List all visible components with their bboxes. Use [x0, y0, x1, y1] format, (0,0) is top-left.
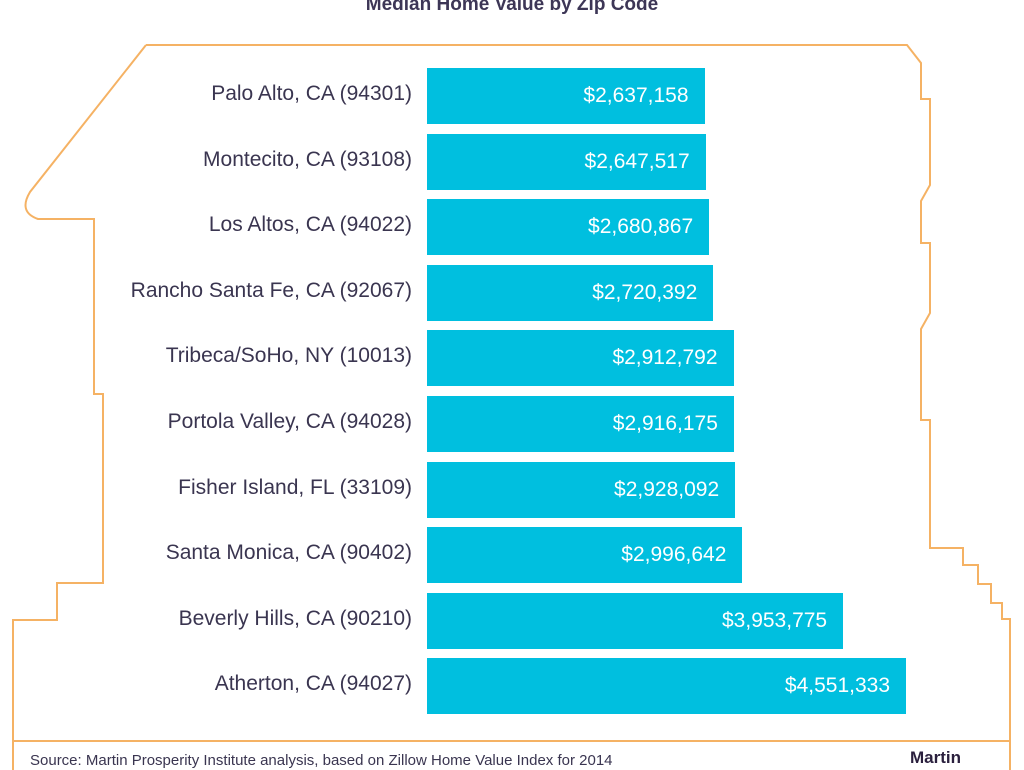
category-label: Santa Monica, CA (90402) [165, 541, 412, 565]
data-label: $2,916,175 [612, 412, 718, 435]
data-label: $3,953,775 [722, 608, 828, 632]
data-label: $2,680,867 [588, 215, 694, 239]
data-label: $2,928,092 [614, 477, 720, 501]
data-label: $2,996,642 [621, 543, 727, 567]
bar: $2,916,175 [427, 396, 734, 452]
data-label: $2,637,158 [583, 84, 689, 107]
bar: $2,647,517 [427, 133, 706, 190]
bar: $4,551,333 [427, 658, 906, 715]
category-label: Beverly Hills, CA (90210) [178, 606, 412, 630]
bar: $2,928,092 [427, 461, 736, 518]
category-label: Fisher Island, FL (33109) [178, 475, 412, 499]
source-note: Source: Martin Prosperity Institute anal… [30, 752, 613, 769]
category-label: Los Altos, CA (94022) [208, 213, 412, 237]
bar: $3,953,775 [427, 592, 844, 649]
data-label: $2,720,392 [592, 280, 698, 304]
logo: Martin [910, 748, 961, 767]
bar: $2,637,158 [427, 68, 705, 124]
category-label: Portola Valley, CA (94028) [167, 410, 412, 433]
bar: $2,680,867 [427, 199, 710, 256]
bar: $2,996,642 [427, 527, 743, 584]
bar: $2,720,392 [427, 264, 714, 321]
data-label: $4,551,333 [784, 674, 890, 698]
state-outline [12, 44, 1011, 770]
category-label: Montecito, CA (93108) [203, 147, 412, 171]
category-label: Palo Alto, CA (94301) [211, 82, 412, 105]
data-label: $2,912,792 [612, 346, 718, 370]
bar: $2,912,792 [427, 330, 734, 387]
chart-title: Median Home Value by Zip Code [365, 0, 659, 15]
category-label: Atherton, CA (94027) [214, 672, 412, 696]
data-label: $2,647,517 [584, 149, 690, 173]
category-label: Rancho Santa Fe, CA (92067) [130, 278, 412, 302]
category-label: Tribeca/SoHo, NY (10013) [165, 344, 412, 368]
